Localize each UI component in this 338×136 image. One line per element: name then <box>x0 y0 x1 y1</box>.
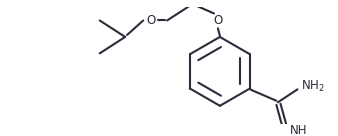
Text: NH: NH <box>290 124 307 136</box>
Text: O: O <box>213 14 222 27</box>
Text: NH$_2$: NH$_2$ <box>301 79 325 94</box>
Text: O: O <box>146 14 155 27</box>
